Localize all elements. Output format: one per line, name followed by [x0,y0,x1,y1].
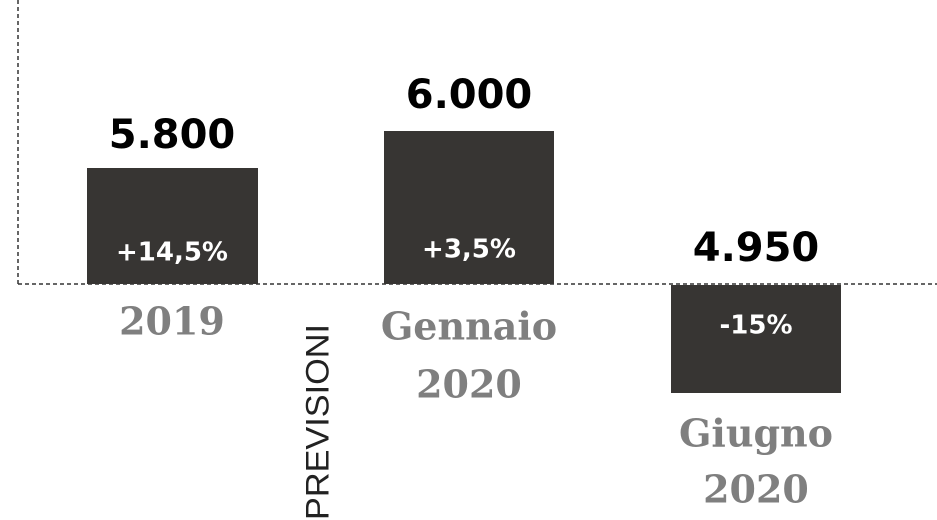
change-label: +14,5% [116,238,228,268]
value-label: 4.950 [693,225,820,271]
change-label: -15% [719,311,792,341]
category-label: 2020 [416,362,522,407]
value-label: 6.000 [406,72,533,118]
bar [384,131,554,284]
category-label: 2020 [703,467,809,512]
change-label: +3,5% [422,235,516,265]
bar [87,168,258,284]
category-label: 2019 [119,299,225,344]
category-label: Giugno [679,411,833,456]
category-label: Gennaio [381,304,557,349]
value-label: 5.800 [109,112,236,158]
bar [671,285,841,393]
side-label: PREVISIONI [299,324,335,520]
